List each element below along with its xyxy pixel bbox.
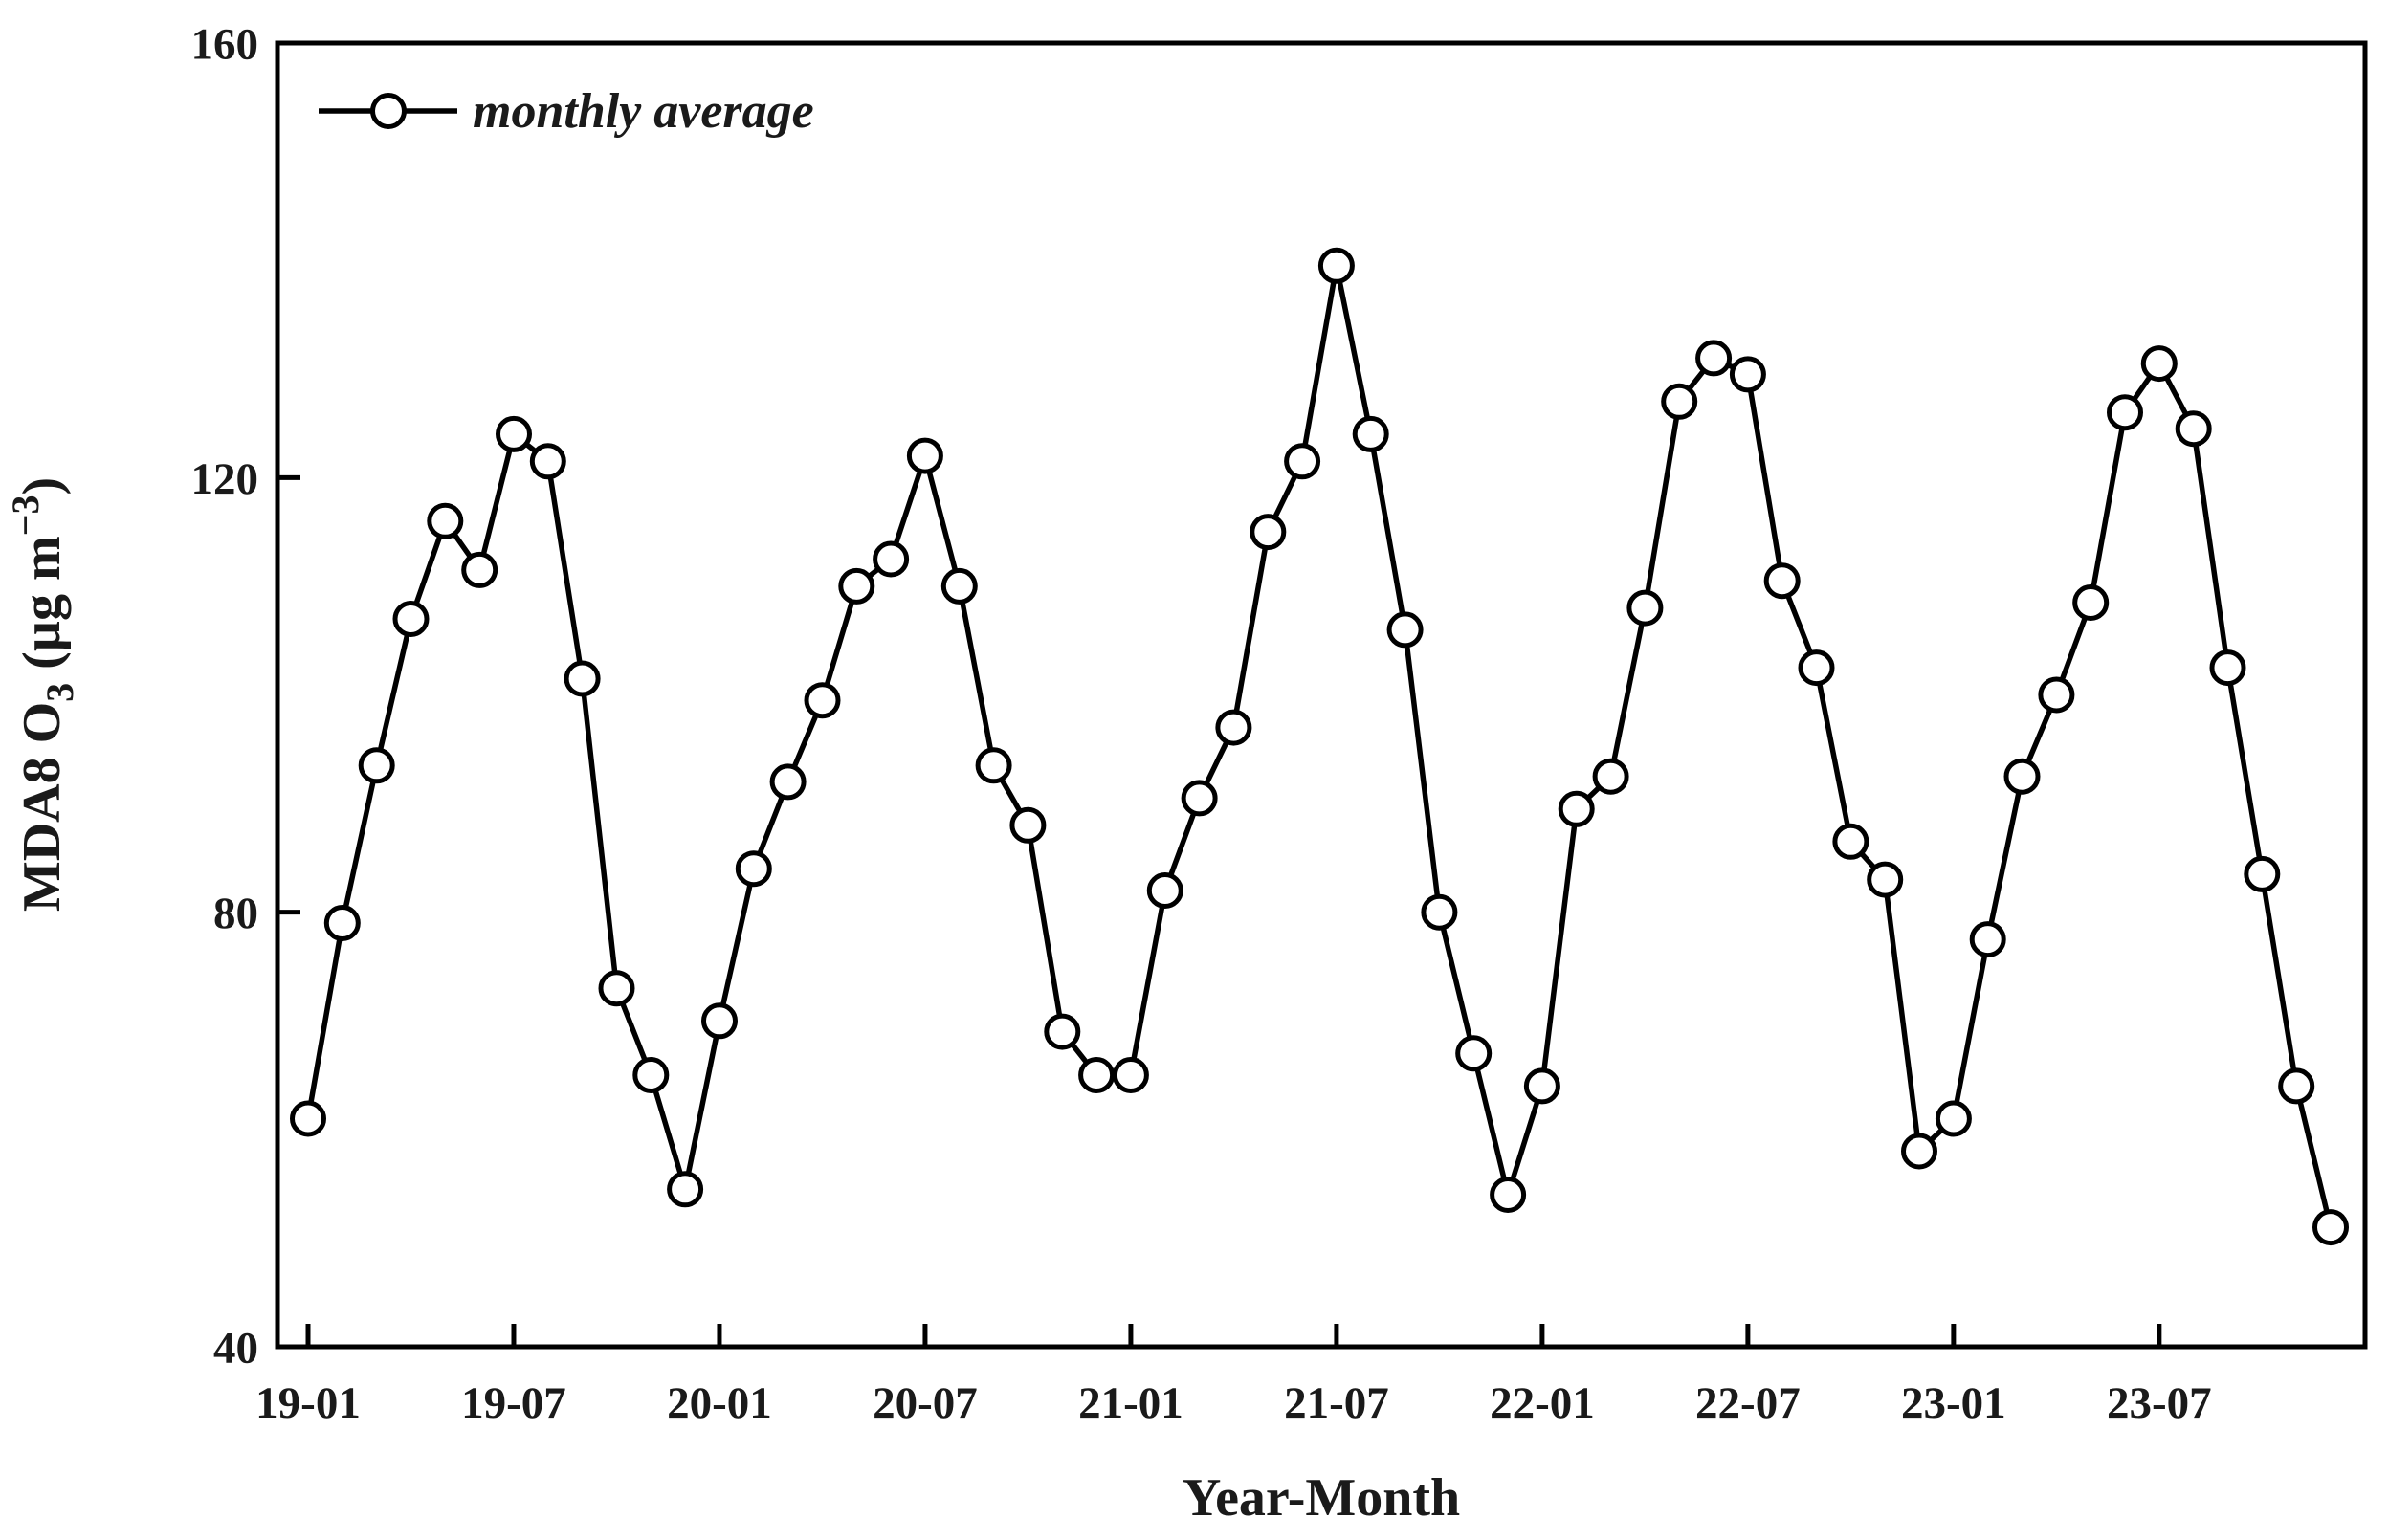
plot-border — [275, 40, 2368, 1350]
series-line-monthly-average — [305, 265, 2334, 1228]
data-point — [2278, 1067, 2315, 1105]
y-tick-label: 80 — [213, 889, 258, 938]
data-point — [1558, 790, 1595, 827]
data-point — [1112, 1057, 1149, 1093]
data-point — [1901, 1133, 1937, 1170]
data-point — [2244, 855, 2281, 892]
y-title-superscript: −3 — [4, 495, 47, 537]
data-point — [2140, 345, 2178, 383]
x-tick-label: 20-01 — [667, 1378, 772, 1428]
data-point — [1490, 1177, 1527, 1213]
data-point — [1523, 1067, 1560, 1105]
y-axis: 40 80 120 160 — [191, 19, 300, 1373]
data-point — [1798, 649, 1835, 687]
data-point — [735, 850, 772, 888]
data-point — [1969, 921, 2006, 958]
data-point — [323, 905, 361, 941]
data-point — [804, 682, 841, 719]
data-point — [2038, 676, 2075, 714]
data-point — [564, 660, 601, 697]
data-point — [940, 567, 978, 605]
data-point — [1421, 893, 1458, 931]
data-point — [392, 601, 430, 637]
data-point — [1935, 1100, 1972, 1137]
data-point — [1181, 780, 1218, 817]
data-point — [975, 747, 1012, 784]
data-point — [1832, 823, 1869, 860]
data-point — [1078, 1057, 1116, 1093]
y-axis-title: MDA8 O3 (µg m−3) — [4, 477, 81, 912]
data-point — [2175, 410, 2212, 448]
data-point — [906, 437, 943, 474]
x-tick-label: 22-01 — [1490, 1378, 1595, 1428]
x-tick-label: 23-01 — [1901, 1378, 2006, 1428]
data-point — [1317, 247, 1355, 284]
legend-marker-icon — [370, 93, 407, 129]
y-title-main: MDA8 O — [12, 702, 72, 912]
data-point — [667, 1171, 704, 1208]
data-point — [1009, 806, 1047, 844]
data-point — [1729, 356, 1766, 393]
data-point — [1250, 514, 1287, 551]
data-point — [1626, 589, 1664, 627]
data-point — [701, 1002, 738, 1040]
data-point — [427, 502, 464, 539]
data-point — [1044, 1013, 1081, 1050]
data-point — [1284, 443, 1321, 480]
data-point — [2003, 758, 2041, 795]
data-point — [1352, 415, 1389, 452]
x-tick-label: 19-01 — [255, 1378, 361, 1428]
data-point — [358, 747, 395, 784]
data-point — [461, 551, 498, 588]
data-point — [632, 1057, 670, 1093]
y-title-units-open: (µg m — [12, 536, 72, 683]
data-point — [1695, 340, 1733, 377]
x-tick-label: 23-07 — [2107, 1378, 2212, 1428]
x-tick-label: 20-07 — [873, 1378, 978, 1428]
x-axis-title: Year-Month — [1183, 1468, 1460, 1528]
data-point — [1146, 872, 1183, 909]
data-point — [290, 1100, 326, 1137]
x-tick-label: 21-01 — [1078, 1378, 1183, 1428]
data-point — [2072, 584, 2110, 621]
data-point — [1867, 861, 1904, 898]
data-point — [1592, 758, 1629, 795]
legend-label: monthly average — [473, 84, 814, 139]
data-point — [2312, 1209, 2349, 1246]
y-title-units-close: ) — [12, 477, 72, 495]
data-point — [1215, 709, 1252, 746]
x-tick-label: 22-07 — [1695, 1378, 1801, 1428]
data-point — [1386, 611, 1424, 649]
data-point — [2107, 394, 2143, 431]
data-series — [290, 247, 2349, 1246]
data-point — [838, 567, 875, 605]
data-point — [1763, 562, 1801, 600]
x-tick-label: 19-07 — [461, 1378, 566, 1428]
data-point — [769, 763, 807, 801]
data-point — [2209, 649, 2246, 687]
y-tick-label: 160 — [191, 19, 259, 69]
x-axis: 19-01 19-07 20-01 20-07 21-01 21-07 22-01 22-07… — [255, 1324, 2212, 1428]
data-point — [1661, 383, 1698, 420]
data-point — [496, 415, 532, 452]
data-point — [1455, 1035, 1493, 1072]
y-tick-label: 120 — [191, 454, 259, 504]
data-point — [529, 443, 566, 480]
y-title-subscript: 3 — [38, 683, 81, 702]
legend: monthly average — [319, 84, 814, 139]
x-tick-label: 21-07 — [1284, 1378, 1389, 1428]
data-point — [598, 970, 635, 1007]
data-point — [873, 540, 910, 578]
y-tick-label: 40 — [213, 1323, 258, 1373]
